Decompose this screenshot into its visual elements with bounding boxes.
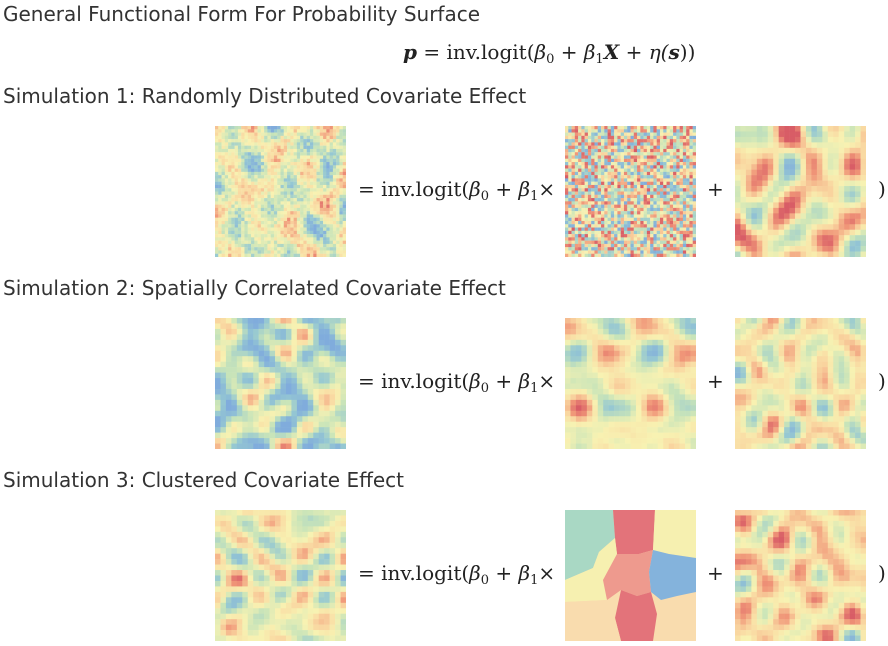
- page-title: General Functional Form For Probability …: [3, 2, 481, 26]
- sim3-equals: =: [358, 561, 375, 585]
- sim3-sub1: 1: [530, 573, 539, 588]
- sim3-plus-operator: +: [707, 561, 724, 585]
- surface-texture: [215, 126, 346, 257]
- sim1-plus: +: [495, 177, 513, 201]
- sim1-beta1: β: [518, 177, 531, 201]
- sim1-func: inv.logit(: [381, 177, 470, 201]
- sim3-formula: = inv.logit(β0 + β1×: [358, 561, 556, 588]
- sim1-close-paren: ): [878, 177, 886, 201]
- surface-texture: [735, 126, 866, 257]
- sim2-sub1: 1: [530, 381, 539, 396]
- sim1-times: ×: [538, 177, 556, 201]
- cluster-blue: [649, 550, 696, 600]
- surface-texture: [735, 318, 866, 449]
- simulation-3-heading: Simulation 3: Clustered Covariate Effect: [3, 468, 405, 492]
- simulation-1-heading: Simulation 1: Randomly Distributed Covar…: [3, 84, 527, 108]
- formula-x: X: [603, 40, 620, 64]
- formula-p: p: [403, 40, 417, 64]
- surface-texture: [565, 318, 696, 449]
- sim3-plus: +: [495, 561, 513, 585]
- sim2-close-paren: ): [878, 369, 886, 393]
- sim1-spatial-effect-surface: [735, 126, 866, 257]
- cluster-map: [565, 510, 696, 641]
- formula-equals: =: [423, 40, 441, 64]
- cluster-yellow: [653, 510, 696, 558]
- sim2-covariate-surface: [565, 318, 696, 449]
- sim1-probability-surface: [215, 126, 346, 257]
- sim2-beta0: β: [469, 369, 481, 393]
- sim1-formula: = inv.logit(β0 + β1×: [358, 177, 556, 204]
- sim3-cluster-covariate-surface: [565, 510, 696, 641]
- formula-sub1: 1: [595, 52, 604, 67]
- cluster-salmon: [603, 550, 653, 600]
- surface-texture: [215, 510, 346, 641]
- surface-texture: [215, 318, 346, 449]
- simulation-2-heading: Simulation 2: Spatially Correlated Covar…: [3, 276, 506, 300]
- formula-plus2: +: [625, 40, 643, 64]
- sim3-spatial-effect-surface: [735, 510, 866, 641]
- surface-texture: [565, 126, 696, 257]
- sim2-times: ×: [538, 369, 556, 393]
- cluster-red-top: [613, 510, 655, 554]
- sim3-func: inv.logit(: [381, 561, 470, 585]
- sim1-covariate-surface: [565, 126, 696, 257]
- cluster-teal: [565, 510, 615, 580]
- formula-beta1: β: [583, 40, 596, 64]
- sim3-beta0: β: [469, 561, 481, 585]
- formula-func: inv.logit(: [446, 40, 535, 64]
- surface-texture: [735, 510, 866, 641]
- sim1-equals: =: [358, 177, 375, 201]
- cluster-yellow-left: [565, 538, 617, 602]
- sim3-sub0: 0: [480, 573, 490, 588]
- sim2-equals: =: [358, 369, 375, 393]
- formula-eta: η(: [648, 40, 669, 64]
- cluster-red-bottom: [615, 590, 657, 641]
- formula-plus1: +: [560, 40, 578, 64]
- formula-close: )): [679, 40, 696, 64]
- sim2-plus-operator: +: [707, 369, 724, 393]
- sim1-plus-operator: +: [707, 177, 724, 201]
- sim3-beta1: β: [518, 561, 531, 585]
- sim1-sub1: 1: [530, 189, 539, 204]
- sim1-beta0: β: [469, 177, 481, 201]
- sim1-sub0: 0: [480, 189, 490, 204]
- sim2-plus: +: [495, 369, 513, 393]
- sim2-beta1: β: [518, 369, 531, 393]
- sim3-probability-surface: [215, 510, 346, 641]
- formula-beta0: β: [534, 40, 547, 64]
- cluster-peach: [565, 600, 621, 641]
- sim2-formula: = inv.logit(β0 + β1×: [358, 369, 556, 396]
- formula-sub0: 0: [546, 52, 555, 67]
- formula-s: s: [668, 40, 680, 64]
- sim2-func: inv.logit(: [381, 369, 470, 393]
- main-formula: p = inv.logit(β0 + β1X + η(s)): [403, 40, 696, 67]
- sim3-close-paren: ): [878, 561, 886, 585]
- sim2-sub0: 0: [480, 381, 490, 396]
- sim3-times: ×: [538, 561, 556, 585]
- sim2-probability-surface: [215, 318, 346, 449]
- sim2-spatial-effect-surface: [735, 318, 866, 449]
